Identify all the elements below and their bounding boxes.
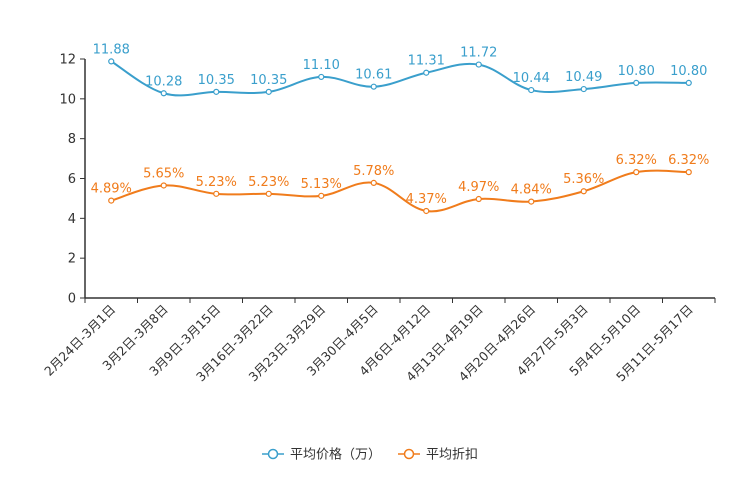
legend-label: 平均价格（万）: [290, 447, 381, 463]
data-label: 5.13%: [301, 177, 342, 192]
data-label: 10.80: [618, 64, 655, 79]
series-line: [110, 60, 689, 97]
data-label: 4.89%: [91, 182, 132, 197]
data-point[interactable]: [423, 69, 430, 76]
legend-label: 平均折扣: [426, 448, 478, 463]
data-point[interactable]: [633, 169, 640, 176]
data-label: 10.44: [513, 71, 550, 86]
legend: 平均价格（万） 平均折扣: [262, 447, 478, 463]
data-label: 11.88: [93, 42, 130, 57]
data-label: 11.31: [408, 54, 445, 69]
data-point[interactable]: [475, 195, 482, 203]
series-line: [110, 169, 689, 213]
y-tick-label: 12: [59, 53, 76, 68]
data-label: 6.32%: [668, 153, 709, 168]
y-tick-label: 6: [68, 172, 76, 187]
data-label: 5.36%: [563, 172, 604, 187]
y-tick-label: 8: [68, 132, 76, 147]
data-label: 10.80: [670, 64, 707, 79]
data-point[interactable]: [423, 207, 430, 215]
data-label: 5.65%: [143, 166, 184, 181]
data-label: 4.97%: [458, 180, 499, 195]
legend-item-0[interactable]: 平均价格（万）: [262, 447, 381, 463]
legend-item-1[interactable]: 平均折扣: [398, 448, 478, 463]
data-point[interactable]: [213, 88, 220, 95]
data-label: 5.78%: [353, 164, 394, 179]
series-1: 4.89% 5.65% 5.23% 5.23% 5.13% 5.78% 4.37% 4.97%…: [91, 153, 709, 215]
data-label: 10.28: [145, 74, 182, 89]
data-label: 5.23%: [248, 175, 289, 190]
data-point[interactable]: [108, 58, 115, 65]
data-point[interactable]: [633, 79, 640, 87]
data-point[interactable]: [685, 79, 692, 87]
data-label: 10.49: [565, 70, 602, 85]
data-point[interactable]: [318, 73, 325, 81]
legend-marker: [267, 448, 279, 460]
data-label: 6.32%: [616, 153, 657, 168]
data-point[interactable]: [108, 197, 115, 204]
data-point[interactable]: [213, 190, 220, 197]
data-point[interactable]: [370, 179, 377, 186]
data-point[interactable]: [160, 90, 167, 97]
data-point[interactable]: [160, 182, 167, 189]
series-layer: 11.88 10.28 10.35 10.35 11.10 10.61 11.31 11.72…: [91, 42, 709, 215]
data-point[interactable]: [528, 198, 535, 205]
data-point[interactable]: [580, 85, 587, 93]
axes: 0246810122月24日-3月1日3月2日-3月8日3月9日-3月15日3月…: [41, 53, 716, 384]
data-point[interactable]: [475, 61, 482, 68]
y-tick-label: 0: [68, 292, 76, 307]
data-point[interactable]: [318, 192, 325, 199]
data-label: 10.61: [355, 68, 392, 83]
y-tick-label: 2: [68, 252, 76, 267]
data-label: 10.35: [198, 73, 235, 88]
data-label: 4.37%: [406, 192, 447, 207]
y-tick-label: 4: [68, 212, 76, 227]
data-label: 5.23%: [196, 175, 237, 190]
data-label: 11.72: [460, 46, 497, 61]
data-point[interactable]: [370, 83, 377, 90]
data-point[interactable]: [265, 190, 272, 197]
legend-marker: [403, 448, 415, 460]
data-point[interactable]: [685, 169, 692, 176]
data-point[interactable]: [580, 188, 587, 195]
data-label: 4.84%: [511, 183, 552, 198]
data-point[interactable]: [528, 86, 535, 94]
data-label: 10.35: [250, 73, 287, 88]
series-0: 11.88 10.28 10.35 10.35 11.10 10.61 11.31 11.72…: [93, 42, 707, 97]
data-point[interactable]: [265, 88, 272, 95]
data-label: 11.10: [303, 58, 340, 73]
y-tick-label: 10: [59, 92, 76, 107]
